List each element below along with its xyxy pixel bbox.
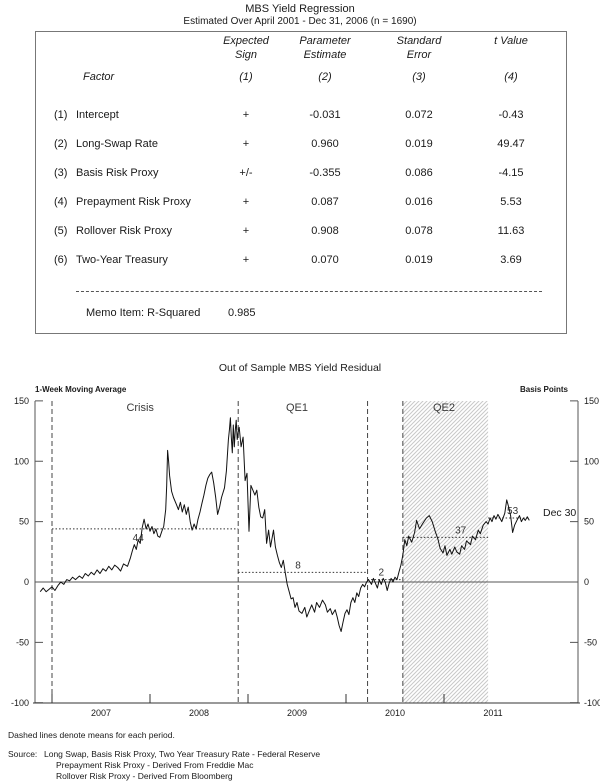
column-header-sign: Sign bbox=[234, 49, 258, 61]
crisis-mean-label: 44 bbox=[133, 533, 145, 544]
standard-error: 0.072 bbox=[405, 109, 433, 121]
table-row: (3) Basis Risk Proxy +/- -0.355 0.086 -4.15 bbox=[36, 167, 566, 181]
t-value: 5.53 bbox=[500, 196, 522, 208]
parameter-estimate: -0.355 bbox=[309, 167, 341, 179]
expected-sign: + bbox=[242, 225, 250, 237]
parameter-estimate: 0.070 bbox=[311, 254, 339, 266]
expected-sign: + bbox=[242, 254, 250, 266]
t-value: -0.43 bbox=[498, 109, 524, 121]
parameter-estimate: -0.031 bbox=[309, 109, 341, 121]
table-row: (2) Long-Swap Rate +0.960 0.019 49.47 bbox=[36, 138, 566, 152]
memo-value: 0.985 bbox=[228, 307, 256, 319]
inter-qe-mean-label: 2 bbox=[378, 568, 384, 579]
series-end-date-label: Dec 30 bbox=[543, 507, 576, 519]
left-y-tick-label: 0 bbox=[24, 577, 29, 587]
t-value: 11.63 bbox=[497, 225, 525, 237]
row-number: (1) bbox=[54, 109, 68, 121]
column-header-parameter: Parameter bbox=[299, 35, 351, 47]
standard-error: 0.078 bbox=[405, 225, 433, 237]
row-number: (2) bbox=[54, 138, 68, 150]
column-header-standard: Standard bbox=[396, 35, 442, 47]
table-row: (5) Rollover Risk Proxy +0.908 0.078 11.63 bbox=[36, 225, 566, 239]
x-tick-label: 2010 bbox=[385, 708, 405, 718]
left-y-tick-label: 150 bbox=[14, 396, 29, 406]
x-tick-label: 2009 bbox=[287, 708, 307, 718]
column-header-estimate: Estimate bbox=[303, 49, 347, 61]
qe1-mean-label: 8 bbox=[295, 560, 301, 571]
expected-sign: +/- bbox=[239, 167, 253, 179]
standard-error: 0.019 bbox=[405, 138, 433, 150]
x-tick-label: 2007 bbox=[91, 708, 111, 718]
column-number-4: (4) bbox=[504, 71, 518, 83]
expected-sign: + bbox=[242, 109, 250, 121]
right-y-tick-label: 150 bbox=[584, 396, 599, 406]
table-row: (4) Prepayment Risk Proxy +0.087 0.016 5.53 bbox=[36, 196, 566, 210]
x-tick-label: 2008 bbox=[189, 708, 209, 718]
expected-sign: + bbox=[242, 138, 250, 150]
table-title: MBS Yield Regression bbox=[245, 3, 355, 15]
column-header-expected: Expected bbox=[223, 35, 269, 47]
qe2-hatch-region bbox=[402, 401, 489, 703]
column-number-3: (3) bbox=[412, 71, 426, 83]
standard-error: 0.019 bbox=[405, 254, 433, 266]
table-dashed-separator bbox=[76, 291, 542, 292]
left-y-tick-label: 50 bbox=[19, 517, 29, 527]
row-number: (4) bbox=[54, 196, 68, 208]
column-number-1: (1) bbox=[239, 71, 253, 83]
source-line: Rollover Risk Proxy - Derived From Bloom… bbox=[56, 771, 233, 781]
expected-sign: + bbox=[242, 196, 250, 208]
column-header-tvalue: t Value bbox=[494, 35, 528, 47]
qe1-period-label: QE1 bbox=[286, 402, 308, 414]
factor-name: Basis Risk Proxy bbox=[76, 167, 159, 179]
factor-name: Two-Year Treasury bbox=[76, 254, 168, 266]
right-y-tick-label: -100 bbox=[584, 698, 600, 708]
factor-header: Factor bbox=[83, 71, 115, 83]
standard-error: 0.016 bbox=[405, 196, 433, 208]
table-row: (1) Intercept + -0.031 0.072 -0.43 bbox=[36, 109, 566, 123]
left-y-tick-label: 100 bbox=[14, 456, 29, 466]
parameter-estimate: 0.087 bbox=[311, 196, 339, 208]
factor-name: Intercept bbox=[76, 109, 119, 121]
right-y-tick-label: 0 bbox=[584, 577, 589, 587]
row-number: (6) bbox=[54, 254, 68, 266]
factor-name: Rollover Risk Proxy bbox=[76, 225, 172, 237]
source-label: Source: bbox=[8, 749, 38, 759]
left-y-tick-label: -100 bbox=[11, 698, 29, 708]
left-y-tick-label: -50 bbox=[16, 637, 29, 647]
parameter-estimate: 0.960 bbox=[311, 138, 339, 150]
source-line: Long Swap, Basis Risk Proxy, Two Year Tr… bbox=[44, 749, 321, 759]
residual-series-line bbox=[39, 417, 530, 632]
right-y-tick-label: 100 bbox=[584, 456, 599, 466]
t-value: 49.47 bbox=[497, 138, 525, 150]
column-number-2: (2) bbox=[318, 71, 332, 83]
t-value: 3.69 bbox=[500, 254, 522, 266]
factor-name: Prepayment Risk Proxy bbox=[76, 196, 191, 208]
qe2-mean-label: 37 bbox=[455, 525, 467, 536]
right-y-tick-label: -50 bbox=[584, 637, 597, 647]
table-row: (6) Two-Year Treasury +0.070 0.019 3.69 bbox=[36, 254, 566, 268]
parameter-estimate: 0.908 bbox=[311, 225, 339, 237]
row-number: (3) bbox=[54, 167, 68, 179]
source-line: Prepayment Risk Proxy - Derived From Fre… bbox=[56, 760, 254, 770]
left-axis-caption: 1-Week Moving Average bbox=[35, 385, 127, 394]
memo-label: Memo Item: R-Squared bbox=[86, 307, 201, 319]
standard-error: 0.086 bbox=[405, 167, 433, 179]
chart-note: Dashed lines denote means for each perio… bbox=[8, 730, 175, 740]
x-tick-label: 2011 bbox=[483, 708, 502, 718]
right-axis-caption: Basis Points bbox=[519, 385, 568, 394]
row-number: (5) bbox=[54, 225, 68, 237]
post-qe2-mean-label: 53 bbox=[507, 506, 519, 517]
factor-name: Long-Swap Rate bbox=[76, 138, 158, 150]
chart-title: Out of Sample MBS Yield Residual bbox=[218, 362, 382, 374]
column-header-error: Error bbox=[406, 49, 432, 61]
table-subtitle: Estimated Over April 2001 - Dec 31, 2006… bbox=[183, 16, 417, 27]
right-y-tick-label: 50 bbox=[584, 517, 594, 527]
t-value: -4.15 bbox=[498, 167, 524, 179]
crisis-period-label: Crisis bbox=[126, 402, 154, 414]
regression-table: Expected Parameter Standard t Value Sign… bbox=[35, 31, 567, 334]
qe2-period-label: QE2 bbox=[433, 402, 455, 414]
